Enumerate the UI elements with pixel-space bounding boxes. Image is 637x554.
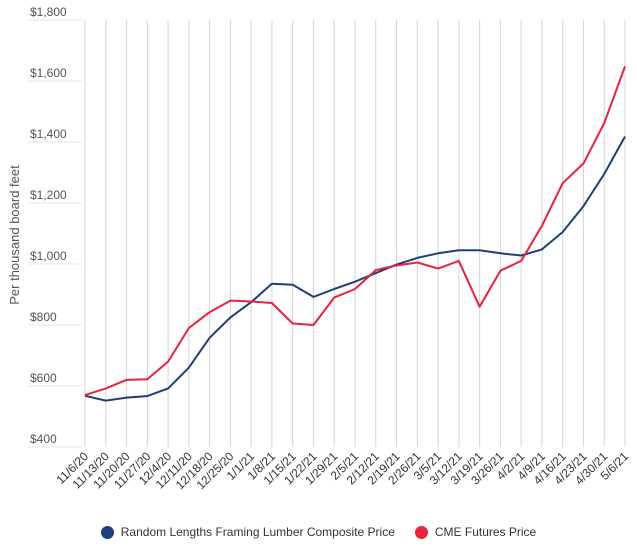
series-line-cme-futures — [84, 66, 626, 397]
y-tick-label: $1,400 — [30, 127, 67, 141]
y-axis-ticks: $400 $600 $800 $1,000 $1,200 $1,400 $1,600 $1,8… — [30, 5, 67, 446]
y-tick-label: $1,000 — [30, 249, 67, 263]
y-axis-label: Per thousand board feet — [7, 165, 22, 305]
legend-item-random-lengths: Random Lengths Framing Lumber Composite … — [100, 525, 395, 539]
y-tick-label: $1,200 — [30, 188, 67, 202]
legend-item-cme-futures: CME Futures Price — [414, 525, 537, 539]
y-tick-label: $1,600 — [30, 66, 67, 80]
legend-label-cme-futures: CME Futures Price — [434, 525, 537, 539]
x-axis-ticks: 11/6/2011/13/2011/20/2011/27/2012/4/2012… — [54, 449, 632, 492]
legend: Random Lengths Framing Lumber Composite … — [0, 525, 637, 539]
legend-marker-random-lengths — [100, 525, 114, 539]
y-tick-label: $400 — [30, 432, 57, 446]
legend-marker-cme-futures — [414, 525, 428, 539]
legend-label-random-lengths: Random Lengths Framing Lumber Composite … — [120, 525, 395, 539]
y-tick-label: $600 — [30, 371, 57, 385]
series-lines — [84, 66, 626, 402]
y-tick-label: $800 — [30, 310, 57, 324]
y-tick-label: $1,800 — [30, 5, 67, 19]
series-line-random-lengths — [84, 136, 626, 402]
grid-lines — [28, 19, 626, 448]
